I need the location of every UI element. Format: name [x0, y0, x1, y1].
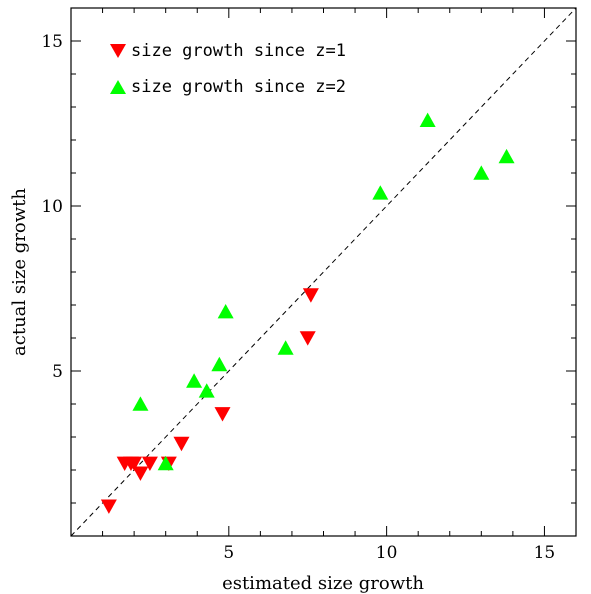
data-point-z2	[217, 304, 234, 319]
data-point-z1	[141, 456, 158, 471]
reference-line	[70, 7, 577, 537]
data-point-z1	[173, 436, 190, 452]
data-points	[100, 112, 515, 514]
legend: size growth since z=1 size growth since …	[110, 41, 346, 97]
data-point-z2	[473, 165, 490, 180]
legend-label-z1: size growth since z=1	[131, 41, 346, 61]
x-tick-label: 10	[376, 543, 398, 563]
tick-marks	[71, 8, 576, 536]
data-point-z1	[100, 499, 117, 514]
data-point-z2	[198, 383, 215, 398]
data-point-z1	[126, 456, 143, 471]
reference-line-layer	[70, 7, 577, 537]
legend-marker-z1	[110, 44, 126, 58]
legend-marker-z2	[110, 80, 126, 94]
data-point-z1	[299, 331, 316, 346]
data-point-z1	[302, 288, 319, 303]
x-tick-label: 15	[534, 543, 556, 563]
y-tick-label: 15	[41, 32, 63, 52]
y-axis-title: actual size growth	[9, 188, 30, 356]
data-point-z2	[498, 148, 515, 164]
data-point-z2	[186, 373, 203, 388]
legend-label-z2: size growth since z=2	[131, 77, 346, 97]
data-point-z2	[157, 455, 174, 471]
data-point-z2	[132, 396, 149, 411]
data-point-z1	[132, 466, 149, 481]
data-point-z2	[372, 185, 389, 200]
tick-labels: 5 10 15 5 10 15	[41, 32, 555, 563]
data-point-z2	[277, 340, 294, 355]
data-point-z2	[211, 356, 228, 372]
data-point-z1	[214, 407, 231, 422]
data-point-z2	[419, 112, 436, 127]
x-tick-label: 5	[223, 543, 234, 563]
x-axis-title: estimated size growth	[222, 573, 424, 594]
y-tick-label: 5	[52, 362, 63, 382]
y-tick-label: 10	[41, 197, 63, 217]
